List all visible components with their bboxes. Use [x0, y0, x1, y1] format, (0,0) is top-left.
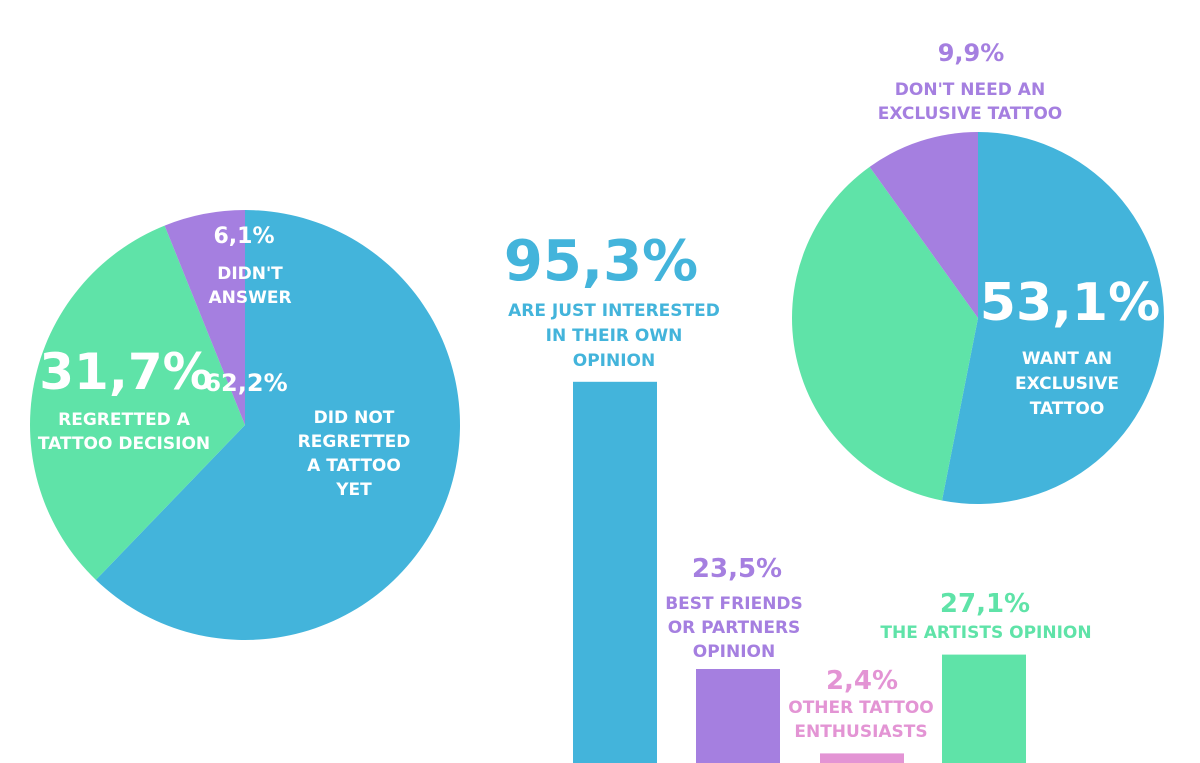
- bar-4: [942, 654, 1026, 763]
- pie-exclusive-slice-2: [791, 166, 978, 501]
- pie-regret-label-2-line-1: REGRETTED A: [58, 410, 191, 430]
- bar-value-2: 23,5%: [692, 554, 782, 584]
- bar-2: [696, 669, 780, 763]
- pie-regret-label-1-line-4: YET: [335, 480, 372, 500]
- pie-exclusive-value-1: 53,1%: [980, 273, 1160, 333]
- pie-regret-slice-2: [30, 225, 245, 580]
- pie-regret-value-3: 6,1%: [213, 224, 274, 249]
- pie-regret-label-1-line-3: A TATTOO: [307, 456, 401, 476]
- pie-regret-slice-3: [164, 210, 245, 425]
- bar-1: [573, 381, 657, 763]
- pie-exclusive-value-3: 9,9%: [938, 39, 1005, 67]
- pie-regret-label-1-line-2: REGRETTED: [298, 432, 411, 452]
- pie-regret-label-2-line-2: TATTOO DECISION: [38, 434, 210, 454]
- pie-exclusive-slice-3: [869, 132, 978, 318]
- bar-3: [820, 753, 904, 763]
- pie-exclusive-label-3-line-1: DON'T NEED AN: [895, 80, 1045, 100]
- pie-exclusive-label-1-line-2: EXCLUSIVE: [1015, 374, 1119, 394]
- bar-label-1-line-2: IN THEIR OWN: [546, 326, 683, 346]
- pie-regret-label-3-line-2: ANSWER: [208, 288, 291, 308]
- bar-label-3-line-2: ENTHUSIASTS: [794, 722, 927, 742]
- pie-exclusive-slice-1: [941, 132, 1164, 504]
- pie-regret-slice-1: [95, 210, 460, 640]
- pie-exclusive-label-3-line-2: EXCLUSIVE TATTOO: [878, 104, 1062, 124]
- pie-exclusive-label-1-line-3: TATTOO: [1030, 399, 1105, 419]
- pie-regret-value-2: 31,7%: [39, 343, 212, 401]
- bar-label-1-line-3: OPINION: [573, 351, 655, 371]
- bar-value-1: 95,3%: [504, 229, 698, 294]
- bar-value-3: 2,4%: [826, 666, 898, 696]
- pie-regret-value-1: 62,2%: [204, 369, 287, 397]
- pie-regret-label-3-line-1: DIDN'T: [217, 264, 283, 284]
- bar-label-2-line-2: OR PARTNERS: [668, 618, 801, 638]
- bar-label-1-line-1: ARE JUST INTERESTED: [508, 301, 720, 321]
- bar-value-4: 27,1%: [940, 589, 1030, 619]
- bar-label-2-line-1: BEST FRIENDS: [665, 594, 803, 614]
- pie-regret-label-1-line-1: DID NOT: [314, 408, 395, 428]
- pie-exclusive-label-1-line-1: WANT AN: [1022, 349, 1112, 369]
- bar-label-4-line-1: THE ARTISTS OPINION: [880, 623, 1091, 643]
- bar-label-2-line-3: OPINION: [693, 642, 775, 662]
- bar-label-3-line-1: OTHER TATTOO: [788, 698, 934, 718]
